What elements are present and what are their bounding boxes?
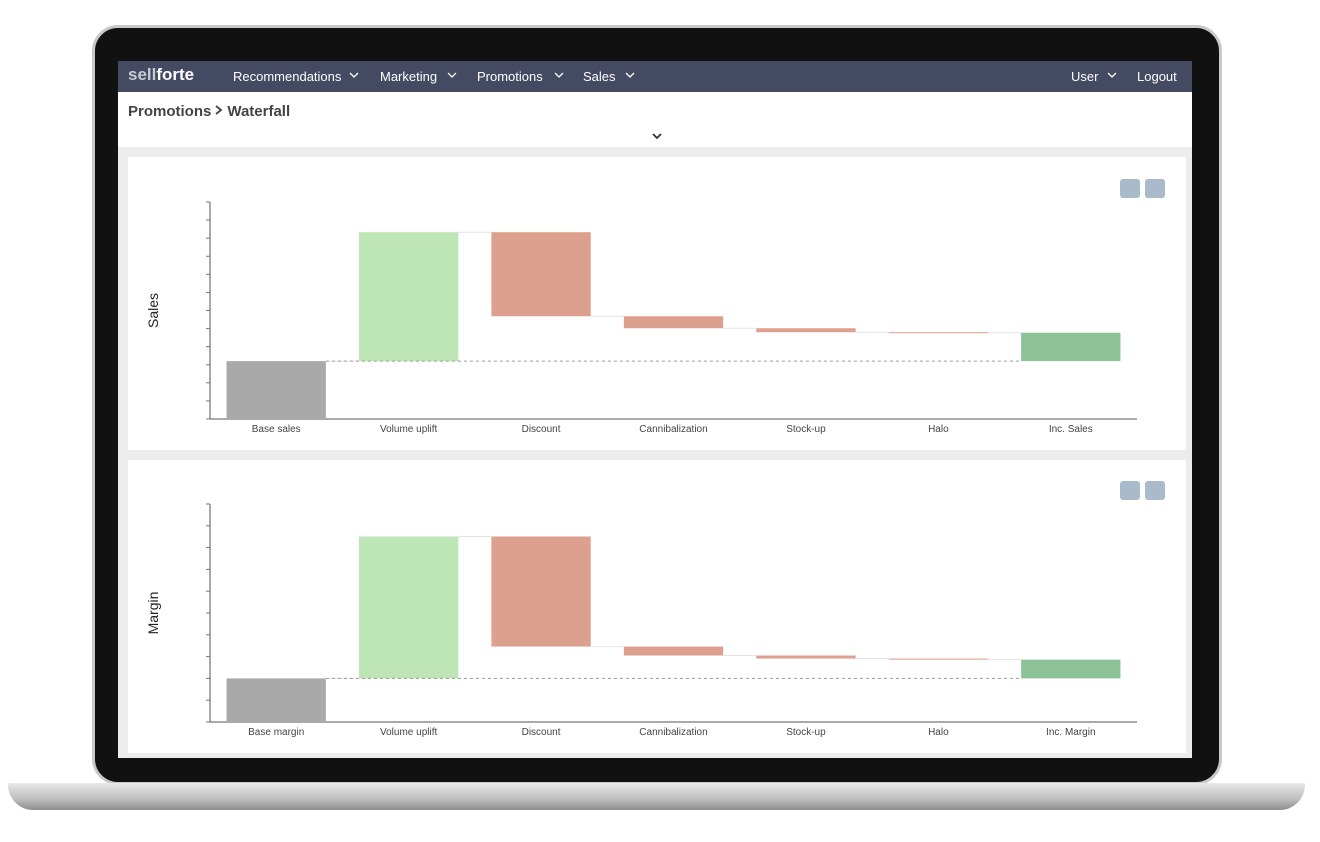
bar [491, 536, 591, 647]
x-tick-label: Cannibalization [639, 424, 707, 435]
bar [358, 536, 459, 679]
nav-item[interactable]: Sales [583, 69, 616, 84]
breadcrumb-separator [215, 105, 223, 115]
x-tick-label: Base sales [252, 424, 301, 435]
bar [358, 232, 459, 362]
breadcrumb-item[interactable]: Promotions [128, 103, 212, 120]
bar [226, 678, 326, 722]
x-tick-label: Discount [522, 727, 561, 738]
bar [756, 655, 856, 659]
bar [623, 316, 724, 329]
x-tick-label: Volume uplift [380, 727, 437, 738]
nav-item[interactable]: Recommendations [233, 69, 342, 84]
bar [888, 658, 989, 660]
bar [1021, 659, 1121, 679]
x-tick-label: Halo [928, 424, 949, 435]
x-tick-label: Volume uplift [380, 424, 437, 435]
y-axis-label: Margin [145, 592, 161, 635]
bar [888, 332, 989, 334]
bar [491, 232, 591, 317]
zoom-button[interactable] [1120, 179, 1140, 198]
breadcrumb-bar: Promotions Waterfall [118, 92, 1192, 147]
breadcrumb: Promotions Waterfall [128, 103, 290, 120]
laptop-base [8, 783, 1305, 810]
logo-bold: forte [156, 65, 195, 84]
user-menu[interactable]: User [1071, 69, 1099, 84]
expand-chevron[interactable] [651, 132, 663, 142]
nav-item[interactable]: Marketing [380, 69, 438, 84]
x-tick-label: Stock-up [786, 424, 826, 435]
x-tick-label: Cannibalization [639, 727, 707, 738]
x-tick-label: Stock-up [786, 727, 826, 738]
zoom-button[interactable] [1120, 481, 1140, 500]
x-tick-label: Inc. Margin [1046, 727, 1095, 738]
x-tick-label: Halo [928, 727, 949, 738]
nav-chevrons [349, 72, 1117, 78]
nav-item[interactable]: Promotions [477, 69, 543, 84]
logout[interactable]: Logout [1137, 69, 1177, 84]
logo-light: sell [128, 65, 157, 84]
fullscreen-button[interactable] [1145, 179, 1165, 198]
fullscreen-button[interactable] [1145, 481, 1165, 500]
x-tick-label: Discount [522, 424, 561, 435]
nav-bar: sellforte Recommendations Marketing Prom… [118, 61, 1192, 92]
bar [1021, 332, 1121, 362]
x-tick-label: Inc. Sales [1049, 424, 1093, 435]
bar [623, 646, 724, 656]
breadcrumb-item: Waterfall [227, 103, 291, 120]
y-axis-label: Sales [145, 293, 161, 328]
logo[interactable]: sellforte [128, 65, 194, 85]
x-tick-label: Base margin [248, 727, 304, 738]
bar [226, 361, 326, 419]
bar [756, 328, 856, 333]
